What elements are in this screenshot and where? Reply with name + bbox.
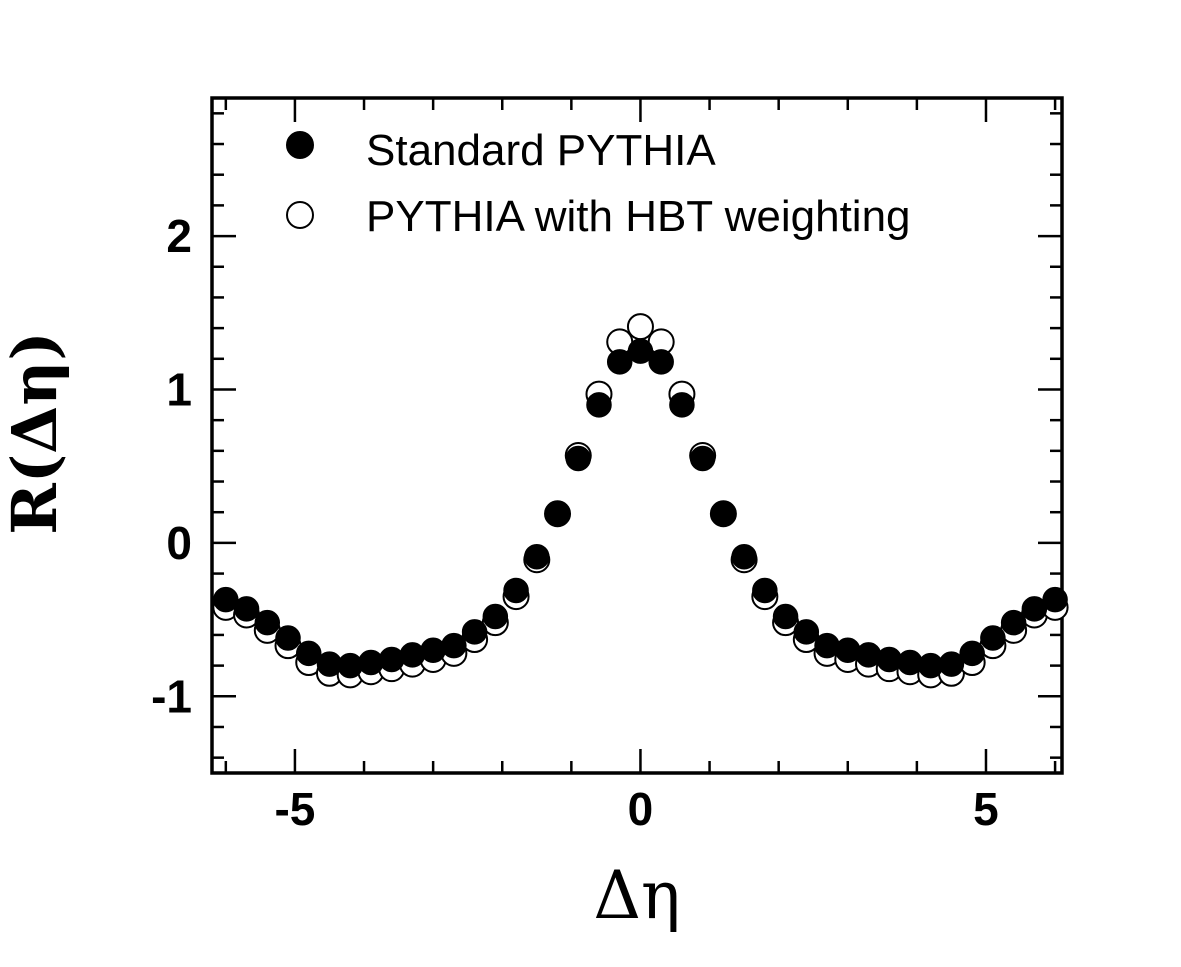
- standard-point: [461, 619, 488, 645]
- standard-point: [1042, 586, 1068, 613]
- standard-point: [855, 642, 882, 668]
- standard-point: [669, 392, 695, 418]
- standard-point: [606, 349, 633, 375]
- x-axis-title: Δη: [593, 857, 680, 934]
- standard-point: [648, 349, 674, 375]
- standard-point: [710, 500, 737, 527]
- standard-point: [814, 632, 840, 659]
- standard-point: [565, 445, 592, 472]
- standard-point: [441, 632, 467, 659]
- legend-label-standard: Standard PYTHIA: [366, 126, 716, 175]
- legend: Standard PYTHIA PYTHIA with HBT weightin…: [286, 126, 911, 241]
- standard-point: [1000, 609, 1027, 636]
- standard-point: [275, 625, 301, 651]
- standard-point: [420, 637, 446, 664]
- legend-marker-hbt: [286, 201, 314, 229]
- x-tick-label: 0: [628, 783, 654, 835]
- tick-labels-layer: -5 0 5 -1 0 1 2: [151, 210, 999, 835]
- standard-point: [544, 500, 571, 527]
- y-tick-label: 2: [166, 210, 192, 262]
- standard-point: [627, 338, 654, 364]
- standard-point: [731, 543, 757, 570]
- standard-point: [524, 543, 550, 570]
- standard-point: [378, 646, 405, 673]
- legend-marker-standard: [286, 131, 314, 159]
- y-tick-label: -1: [151, 670, 192, 722]
- legend-label-hbt: PYTHIA with HBT weighting: [366, 192, 911, 241]
- standard-point: [938, 651, 965, 677]
- standard-point: [233, 596, 260, 622]
- plot-frame: [210, 96, 1064, 775]
- standard-point: [835, 637, 861, 664]
- standard-point: [586, 392, 612, 418]
- y-tick-label: 0: [166, 517, 192, 569]
- standard-point: [482, 603, 509, 630]
- standard-point: [772, 603, 799, 630]
- standard-point: [689, 445, 716, 472]
- hbt-point: [626, 313, 654, 341]
- standard-point: [793, 619, 820, 645]
- points-layer: [212, 313, 1069, 689]
- y-axis-title: R(Δη): [0, 331, 71, 534]
- standard-point: [980, 625, 1006, 651]
- x-tick-label: -5: [274, 783, 315, 835]
- x-tick-label: 5: [973, 783, 999, 835]
- standard-point: [503, 577, 529, 604]
- standard-point: [752, 577, 778, 604]
- y-tick-label: 1: [166, 363, 192, 415]
- standard-point: [399, 642, 426, 668]
- standard-point: [254, 609, 281, 636]
- standard-point: [959, 640, 985, 667]
- standard-point: [295, 640, 322, 667]
